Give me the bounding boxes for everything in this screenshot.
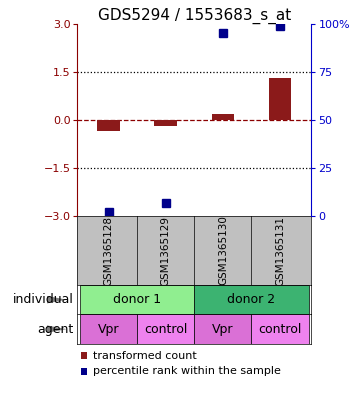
- Polygon shape: [47, 325, 67, 333]
- Text: transformed count: transformed count: [93, 351, 197, 361]
- Text: GSM1365128: GSM1365128: [104, 215, 114, 286]
- Text: control: control: [258, 323, 302, 336]
- Polygon shape: [47, 296, 67, 303]
- Bar: [194, 314, 252, 344]
- Title: GDS5294 / 1553683_s_at: GDS5294 / 1553683_s_at: [98, 7, 291, 24]
- Text: percentile rank within the sample: percentile rank within the sample: [93, 366, 281, 376]
- Bar: [194, 285, 309, 314]
- Text: GSM1365131: GSM1365131: [275, 215, 285, 286]
- Text: donor 2: donor 2: [228, 293, 275, 306]
- Text: GSM1365130: GSM1365130: [218, 216, 228, 285]
- Text: donor 1: donor 1: [113, 293, 161, 306]
- Bar: [80, 314, 137, 344]
- Bar: [137, 314, 194, 344]
- Bar: [269, 78, 292, 120]
- Bar: [154, 120, 177, 126]
- Bar: [252, 314, 309, 344]
- Text: control: control: [144, 323, 188, 336]
- Text: Vpr: Vpr: [212, 323, 234, 336]
- Bar: [80, 285, 194, 314]
- Text: GSM1365129: GSM1365129: [161, 215, 171, 286]
- Bar: [97, 120, 120, 131]
- Text: individual: individual: [13, 293, 74, 306]
- Text: Vpr: Vpr: [98, 323, 120, 336]
- Bar: [212, 114, 234, 120]
- Text: agent: agent: [37, 323, 74, 336]
